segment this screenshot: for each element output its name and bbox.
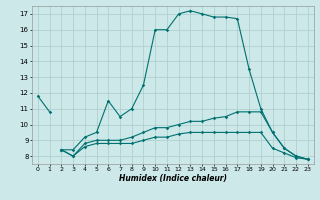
X-axis label: Humidex (Indice chaleur): Humidex (Indice chaleur)	[119, 174, 227, 183]
